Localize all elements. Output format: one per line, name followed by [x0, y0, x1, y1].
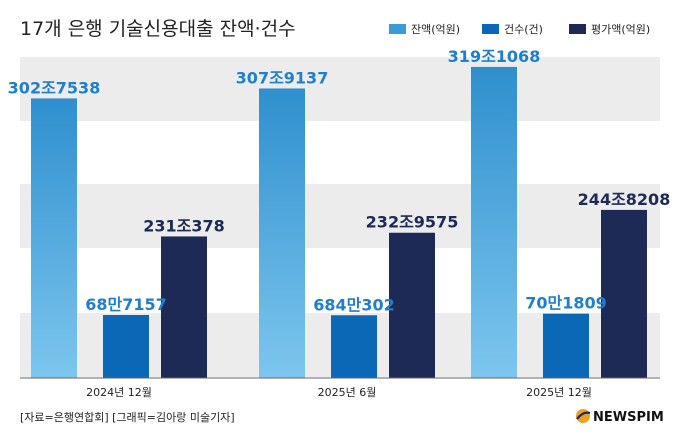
bars [31, 66, 647, 379]
grid-band [20, 57, 660, 121]
legend-swatch-valuation [569, 24, 586, 34]
bar-balance [471, 66, 517, 378]
category-labels: 2024년 12월 2025년 6월 2025년 12월 [86, 386, 592, 399]
bar-valuation [389, 232, 435, 378]
bar-balance [259, 88, 305, 379]
grid-band [20, 184, 660, 248]
data-label-valuation: 231조378 [143, 216, 225, 235]
data-label-balance: 319조1068 [448, 47, 541, 66]
logo-text: NEWSPIM [593, 410, 664, 425]
data-label-balance: 302조7538 [8, 78, 101, 97]
logo-globe-swoosh [576, 411, 591, 420]
legend-swatch-count [482, 24, 499, 34]
chart-title: 17개 은행 기술신용대출 잔액·건수 [20, 18, 296, 40]
data-label-valuation: 244조8208 [578, 190, 671, 209]
value-labels: 302조7538 68만7157 231조378 307조9137 684만302 232… [8, 47, 671, 314]
data-label-balance: 307조9137 [236, 68, 329, 87]
legend-label-valuation: 평가액(억원) [591, 23, 650, 36]
source-note: [자료=은행연합회] [그래픽=김아랑 미술기자] [20, 411, 235, 424]
newspim-logo: NEWSPIM [576, 409, 664, 425]
x-tick-label: 2024년 12월 [86, 386, 152, 399]
legend: 잔액(억원) 건수(건) 평가액(억원) [389, 23, 650, 36]
legend-label-balance: 잔액(억원) [411, 23, 460, 36]
data-label-count: 68만7157 [85, 295, 167, 314]
bar-count [331, 315, 377, 378]
legend-swatch-balance [389, 24, 406, 34]
x-tick-label: 2025년 6월 [318, 386, 377, 399]
data-label-count: 684만302 [313, 295, 395, 314]
bar-valuation [601, 209, 647, 378]
legend-label-count: 건수(건) [504, 23, 543, 36]
x-tick-label: 2025년 12월 [526, 386, 592, 399]
bar-valuation [161, 236, 207, 378]
bar-balance [31, 98, 77, 379]
bar-count [543, 313, 589, 378]
bar-count [103, 315, 149, 378]
data-label-count: 70만1809 [525, 294, 607, 313]
data-label-valuation: 232조9575 [366, 213, 459, 232]
